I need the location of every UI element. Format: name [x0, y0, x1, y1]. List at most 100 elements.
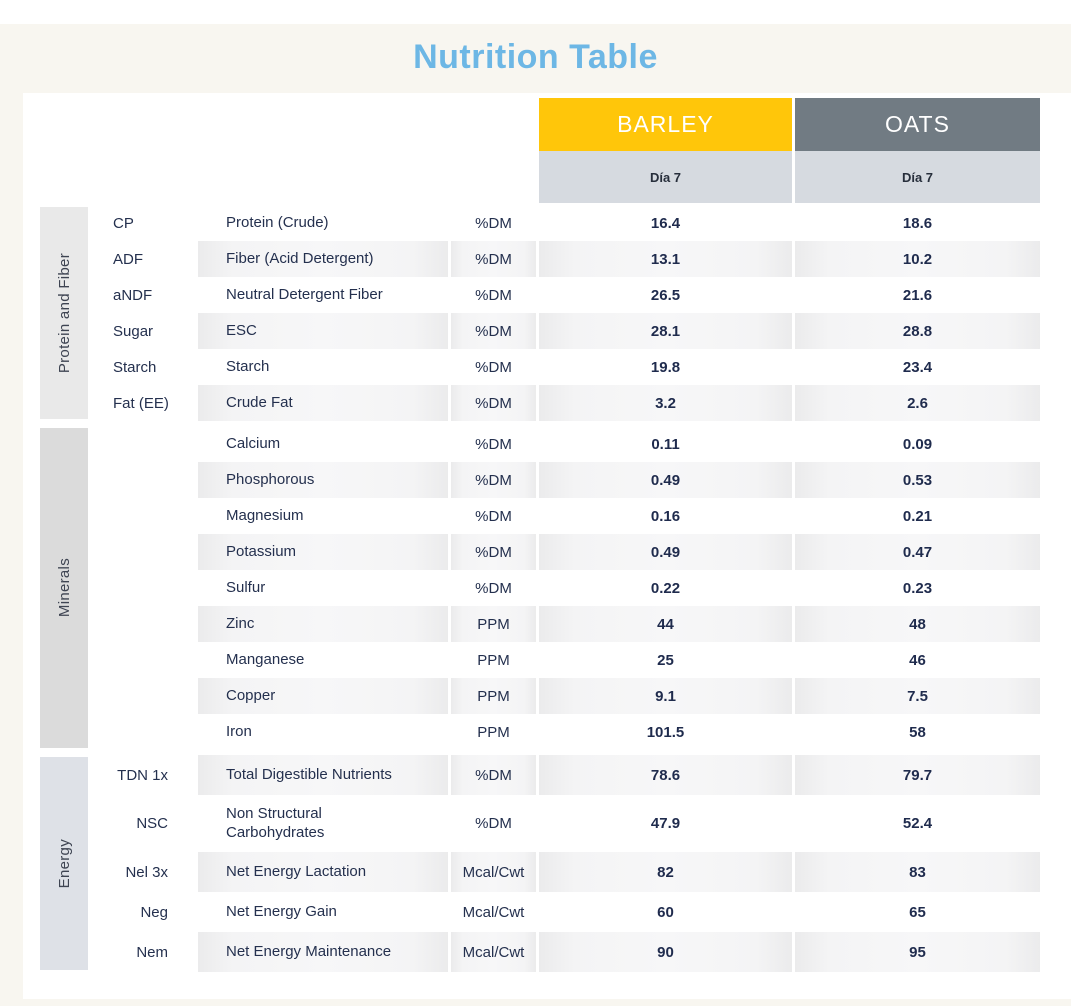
unit-label: %DM: [475, 214, 512, 232]
table-row: aNDF Neutral Detergent Fiber %DM 26.5 21.6: [88, 277, 1040, 313]
barley-value: 16.4: [650, 214, 681, 232]
barley-column-header: BARLEY: [539, 98, 792, 151]
row-group-minerals: Minerals Calcium %DM 0.11 0.09 Phosphorous %DM…: [40, 426, 1040, 750]
oats-value: 0.47: [795, 534, 1040, 570]
group-label-strip: Protein and Fiber: [40, 207, 88, 419]
table-row: Nem Net Energy Maintenance Mcal/Cwt 90 95: [88, 932, 1040, 972]
oats-value: 7.5: [795, 678, 1040, 714]
nutrient-abbreviation: [88, 462, 195, 498]
oats-value: 95: [795, 932, 1040, 972]
table-row: ADF Fiber (Acid Detergent) %DM 13.1 10.2: [88, 241, 1040, 277]
nutrient-abbreviation: CP: [113, 214, 134, 232]
nutrient-abbreviation: [88, 714, 195, 750]
table-row: Calcium %DM 0.11 0.09: [88, 426, 1040, 462]
row-group-energy: Energy TDN 1x Total Digestible Nutrients %D…: [40, 755, 1040, 972]
oats-value: 2.6: [795, 385, 1040, 421]
group-label-strip: Minerals: [40, 428, 88, 748]
nutrient-name: Starch: [226, 357, 270, 375]
oats-value: 0.53: [795, 462, 1040, 498]
nutrient-abbreviation: NSC: [136, 815, 168, 832]
header-spacer: [88, 151, 195, 203]
unit-label: %DM: [451, 755, 536, 795]
unit-label: PPM: [477, 651, 510, 669]
table-row: Neg Net Energy Gain Mcal/Cwt 60 65: [88, 892, 1040, 932]
nutrient-abbreviation: [88, 678, 195, 714]
nutrient-name: Manganese: [226, 650, 305, 668]
header-spacer: [88, 98, 195, 151]
table-body: Protein and Fiber CP Protein (Crude) %DM 16.…: [40, 205, 1040, 972]
barley-value: 19.8: [650, 358, 681, 376]
group-label: Protein and Fiber: [55, 252, 73, 374]
nutrient-name: Neutral Detergent Fiber: [226, 285, 383, 303]
oats-value: 0.09: [902, 435, 933, 453]
barley-value: 28.1: [539, 313, 792, 349]
table-row: Magnesium %DM 0.16 0.21: [88, 498, 1040, 534]
nutrient-name: Sulfur: [226, 578, 266, 596]
table-row: Manganese PPM 25 46: [88, 642, 1040, 678]
barley-value: 0.49: [539, 462, 792, 498]
oats-value: 28.8: [795, 313, 1040, 349]
barley-value: 47.9: [650, 815, 681, 832]
oats-value: 0.21: [902, 507, 933, 525]
unit-label: %DM: [475, 815, 512, 832]
row-group-protein-and-fiber: Protein and Fiber CP Protein (Crude) %DM 16.…: [40, 205, 1040, 421]
header-spacer: [451, 151, 536, 203]
nutrient-abbreviation: [88, 426, 195, 462]
nutrient-name: Zinc: [198, 606, 448, 642]
unit-label: %DM: [451, 462, 536, 498]
oats-day-subheader: Día 7: [795, 151, 1040, 203]
table-row: Nel 3x Net Energy Lactation Mcal/Cwt 82 83: [88, 852, 1040, 892]
barley-value: 13.1: [539, 241, 792, 277]
nutrient-name: Magnesium: [226, 506, 304, 524]
unit-label: %DM: [451, 385, 536, 421]
nutrient-abbreviation: [88, 606, 195, 642]
barley-day-subheader: Día 7: [539, 151, 792, 203]
nutrient-abbreviation: Neg: [140, 903, 168, 921]
nutrient-abbreviation: ADF: [113, 250, 143, 268]
unit-label: %DM: [475, 435, 512, 453]
oats-column-header: OATS: [795, 98, 1040, 151]
nutrient-abbreviation: [88, 570, 195, 606]
page-title: Nutrition Table: [413, 38, 658, 76]
oats-value: 48: [795, 606, 1040, 642]
unit-label: Mcal/Cwt: [451, 932, 536, 972]
group-rows: TDN 1x Total Digestible Nutrients %DM 78.6 7…: [88, 755, 1040, 972]
nutrient-name: Fiber (Acid Detergent): [198, 241, 448, 277]
day-subheader-row: Día 7 Día 7: [88, 151, 1040, 203]
nutrient-abbreviation: Sugar: [113, 322, 154, 340]
barley-value: 78.6: [539, 755, 792, 795]
barley-value: 60: [657, 903, 674, 921]
unit-label: Mcal/Cwt: [451, 852, 536, 892]
nutrient-name: Crude Fat: [198, 385, 448, 421]
barley-value: 25: [657, 651, 674, 669]
group-label: Energy: [55, 838, 73, 889]
nutrient-name: Phosphorous: [198, 462, 448, 498]
header-spacer: [451, 98, 536, 151]
nutrient-name: Copper: [198, 678, 448, 714]
unit-label: Mcal/Cwt: [462, 903, 525, 921]
barley-value: 101.5: [646, 723, 685, 741]
nutrient-abbreviation: Starch: [113, 358, 157, 376]
unit-label: %DM: [451, 534, 536, 570]
unit-label: %DM: [475, 579, 512, 597]
nutrient-name: Potassium: [198, 534, 448, 570]
table-row: Potassium %DM 0.49 0.47: [88, 534, 1040, 570]
nutrient-name: Iron: [226, 722, 252, 740]
table-row: Iron PPM 101.5 58: [88, 714, 1040, 750]
oats-value: 46: [909, 651, 926, 669]
oats-value: 18.6: [902, 214, 933, 232]
nutrient-abbreviation: aNDF: [113, 286, 153, 304]
unit-label: %DM: [475, 286, 512, 304]
oats-value: 83: [795, 852, 1040, 892]
unit-label: PPM: [451, 678, 536, 714]
nutrient-name: Calcium: [226, 434, 281, 452]
barley-value: 44: [539, 606, 792, 642]
nutrient-abbreviation: [88, 642, 195, 678]
nutrient-abbreviation: [88, 498, 195, 534]
nutrient-name: ESC: [198, 313, 448, 349]
group-label-strip: Energy: [40, 757, 88, 970]
nutrient-name: Net Energy Maintenance: [198, 932, 448, 972]
table-row: Starch Starch %DM 19.8 23.4: [88, 349, 1040, 385]
group-label: Minerals: [55, 558, 73, 618]
nutrient-abbreviation: TDN 1x: [117, 766, 168, 784]
